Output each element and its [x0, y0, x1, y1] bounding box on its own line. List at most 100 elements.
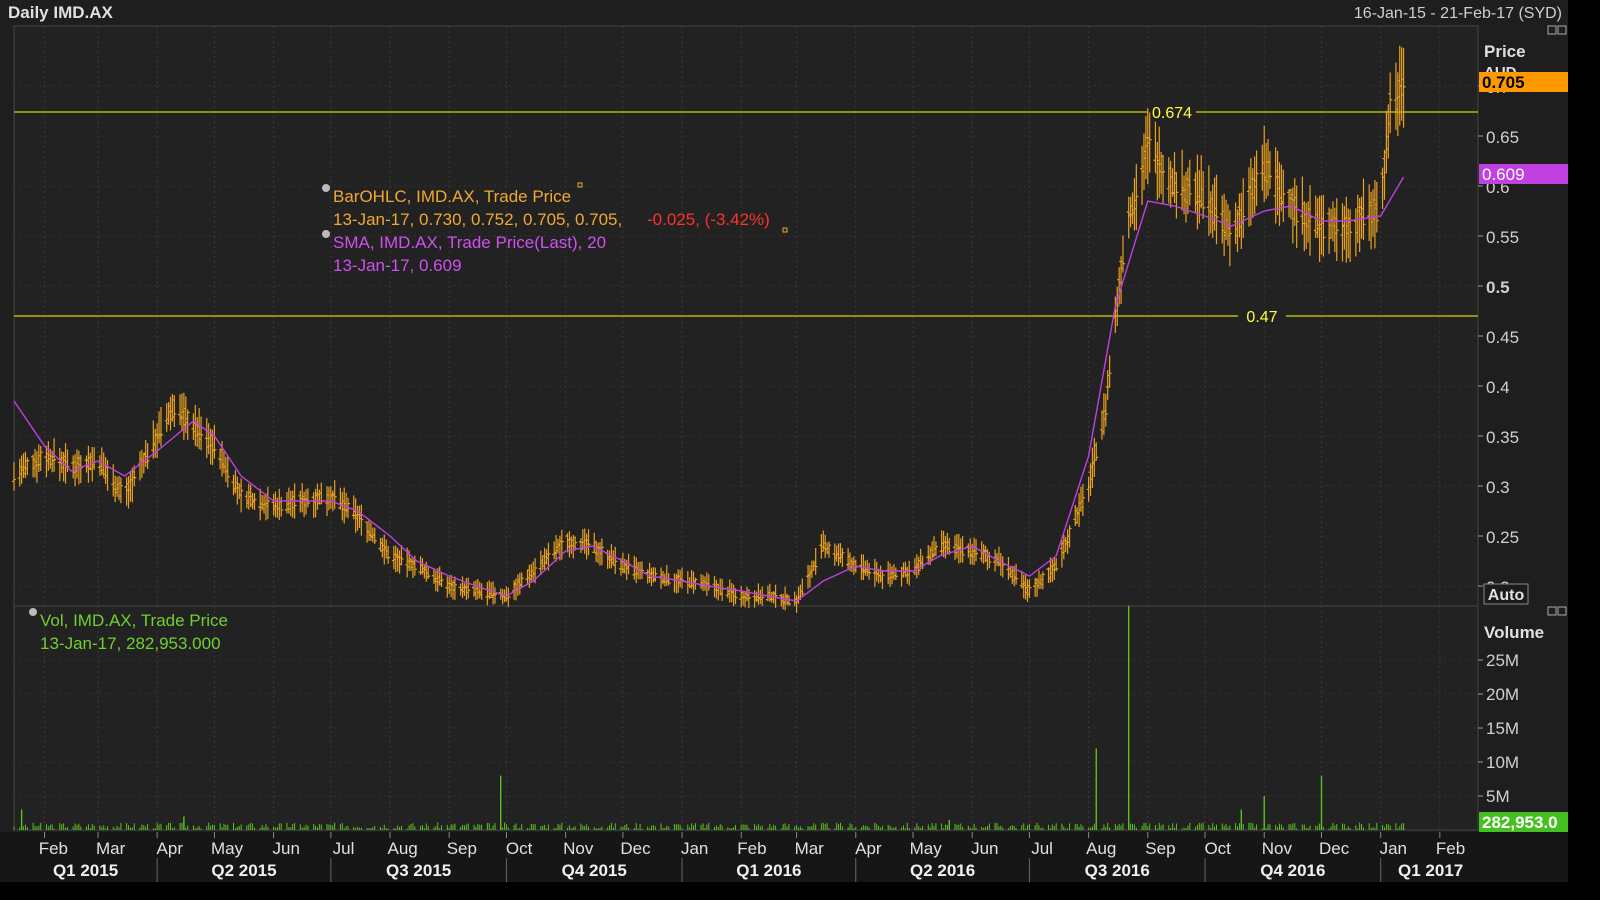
x-axis-month-label: Nov [563, 839, 594, 858]
pane-control-icon[interactable] [1557, 606, 1567, 616]
legend-handle-icon[interactable] [782, 227, 788, 233]
ohlc-bar [172, 395, 177, 428]
ohlc-bar [546, 542, 551, 571]
ohlc-bar [786, 595, 791, 606]
ohlc-bar [1308, 185, 1313, 256]
ohlc-bar [1040, 571, 1045, 590]
price-volume-chart[interactable]: Daily IMD.AX 16-Jan-15 - 21-Feb-17 (SYD) 0… [0, 0, 1568, 882]
pane-control-icon[interactable] [1547, 25, 1557, 35]
x-axis-quarter-label: Q1 2016 [736, 861, 801, 880]
ohlc-bar [613, 546, 618, 575]
ohlc-bar [265, 486, 270, 520]
x-axis-month-label: Dec [620, 839, 651, 858]
chart-window: Daily IMD.AX 16-Jan-15 - 21-Feb-17 (SYD) 0… [0, 0, 1568, 882]
x-axis-quarter-label: Q4 2016 [1260, 861, 1325, 880]
x-axis-month-label: Oct [1204, 839, 1231, 858]
legend-ohlc-change: -0.025, (-3.42%) [647, 210, 770, 229]
ohlc-bar [586, 529, 591, 556]
x-axis-month-label: Jun [971, 839, 998, 858]
volume-tick-label: 20M [1486, 685, 1519, 704]
legend-gear-icon[interactable] [29, 608, 37, 616]
ohlc-bar [1401, 48, 1406, 128]
price-tick-label: 0.35 [1486, 428, 1519, 447]
ohlc-bar [1134, 164, 1139, 231]
x-axis-month-label: Jun [273, 839, 300, 858]
horizontal-line-label-bg [1238, 307, 1286, 325]
x-axis-month-label: Nov [1262, 839, 1293, 858]
volume-tag-text: 282,953.0 [1482, 813, 1558, 832]
x-axis-quarter-label: Q2 2015 [211, 861, 276, 880]
sma-line [13, 176, 1405, 602]
ohlc-bar [452, 576, 457, 600]
legend-handle-icon[interactable] [577, 182, 583, 188]
x-axis-month-label: Feb [737, 839, 766, 858]
legend-sma-title: SMA, IMD.AX, Trade Price(Last), 20 [333, 233, 606, 252]
ohlc-bar [12, 462, 16, 491]
x-axis-month-label: Apr [855, 839, 882, 858]
x-axis-month-label: Sep [1145, 839, 1175, 858]
x-axis-month-label: Feb [1436, 839, 1465, 858]
ohlc-bar [372, 527, 377, 544]
legend-vol-title: Vol, IMD.AX, Trade Price [40, 611, 228, 630]
ohlc-bar [1080, 483, 1085, 516]
x-axis-month-label: Jul [333, 839, 355, 858]
ohlc-bar [1388, 72, 1393, 134]
legend-gear-icon[interactable] [322, 230, 330, 238]
ohlc-bar [1382, 149, 1387, 200]
ohlc-bar [1254, 150, 1259, 206]
ohlc-bar [653, 567, 658, 582]
ohlc-bar [1147, 112, 1152, 173]
price-tick-label: 0.4 [1486, 378, 1510, 397]
x-axis-month-label: May [910, 839, 943, 858]
ohlc-bar [439, 572, 444, 587]
ohlc-bar [1027, 579, 1032, 598]
legend-ohlc-title: BarOHLC, IMD.AX, Trade Price [333, 187, 571, 206]
ohlc-bar [519, 572, 524, 589]
last-price-tag [1479, 72, 1568, 92]
price-tick-label: 0.5 [1486, 278, 1510, 297]
ohlc-bar [840, 548, 845, 567]
x-axis-quarter-label: Q4 2015 [562, 861, 627, 880]
x-axis-quarter-label: Q1 2015 [53, 861, 118, 880]
legend-ohlc-values: 13-Jan-17, 0.730, 0.752, 0.705, 0.705, [333, 210, 622, 229]
ohlc-bar [25, 457, 30, 476]
ohlc-bar [386, 545, 391, 564]
ohlc-bar [916, 556, 921, 576]
ohlc-bar [893, 567, 898, 581]
ohlc-bar [1294, 185, 1299, 249]
ohlc-bar [1227, 210, 1232, 267]
ohlc-bar [38, 445, 43, 472]
ohlc-bar [1054, 557, 1059, 572]
sma-tag-text: 0.609 [1482, 165, 1525, 184]
ohlc-bar [1067, 525, 1072, 548]
x-axis-month-label: Aug [1086, 839, 1116, 858]
ohlc-bar [1120, 235, 1125, 273]
x-axis-quarter-label: Q1 2017 [1398, 861, 1463, 880]
ohlc-bar [332, 480, 337, 510]
legend-vol-values: 13-Jan-17, 282,953.000 [40, 634, 221, 653]
volume-bars [13, 822, 1405, 830]
x-axis-quarter-label: Q3 2016 [1085, 861, 1150, 880]
ohlc-bar [1374, 181, 1379, 233]
auto-scale-button[interactable] [1483, 583, 1529, 605]
ohlc-bar [1214, 174, 1219, 245]
date-range: 16-Jan-15 - 21-Feb-17 (SYD) [1354, 5, 1562, 22]
ohlc-bar [733, 588, 738, 605]
horizontal-line-label: 0.47 [1246, 309, 1277, 326]
ohlc-bar [359, 504, 364, 536]
x-axis-month-label: Dec [1319, 839, 1350, 858]
ohlc-bar [225, 455, 230, 488]
x-axis-month-label: Mar [795, 839, 825, 858]
ohlc-bar [1174, 171, 1179, 219]
ohlc-bar [933, 541, 938, 556]
legend-gear-icon[interactable] [322, 184, 330, 192]
ohlc-bar [987, 551, 992, 569]
volume-pane [13, 605, 1479, 831]
ohlc-bar [1161, 154, 1166, 204]
pane-control-icon[interactable] [1557, 25, 1567, 35]
ohlc-bar [252, 492, 257, 510]
x-axis-month-label: May [211, 839, 244, 858]
ohlc-bar [1014, 563, 1019, 585]
x-axis-month-label: Sep [447, 839, 477, 858]
pane-control-icon[interactable] [1547, 606, 1557, 616]
